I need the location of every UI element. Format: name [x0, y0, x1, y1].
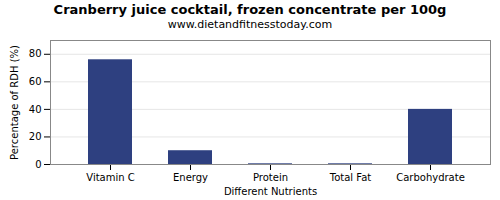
svg-text:80: 80	[29, 48, 42, 59]
svg-text:20: 20	[29, 131, 42, 142]
svg-text:Total Fat: Total Fat	[329, 172, 371, 183]
svg-text:Carbohydrate: Carbohydrate	[396, 172, 465, 183]
svg-text:Percentage of RDH (%): Percentage of RDH (%)	[9, 45, 20, 160]
svg-text:Energy: Energy	[173, 172, 208, 183]
svg-text:0: 0	[35, 159, 41, 170]
html-text:Cranberry juice cocktail, froz: Cranberry juice cocktail, frozen concent…	[53, 2, 447, 17]
svg-text:Protein: Protein	[253, 172, 288, 183]
svg-text:40: 40	[29, 104, 42, 115]
svg-text:Different Nutrients: Different Nutrients	[224, 186, 317, 197]
html-text:www.dietandfitnesstoday.com: www.dietandfitnesstoday.com	[167, 18, 333, 31]
svg-text:60: 60	[29, 76, 42, 87]
svg-text:Vitamin C: Vitamin C	[86, 172, 134, 183]
